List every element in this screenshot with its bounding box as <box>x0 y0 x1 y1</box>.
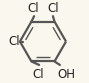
Text: Cl: Cl <box>32 68 44 81</box>
Text: Cl: Cl <box>28 2 39 15</box>
Text: Cl: Cl <box>48 2 59 15</box>
Text: Cl: Cl <box>8 35 20 48</box>
Text: OH: OH <box>58 68 76 81</box>
